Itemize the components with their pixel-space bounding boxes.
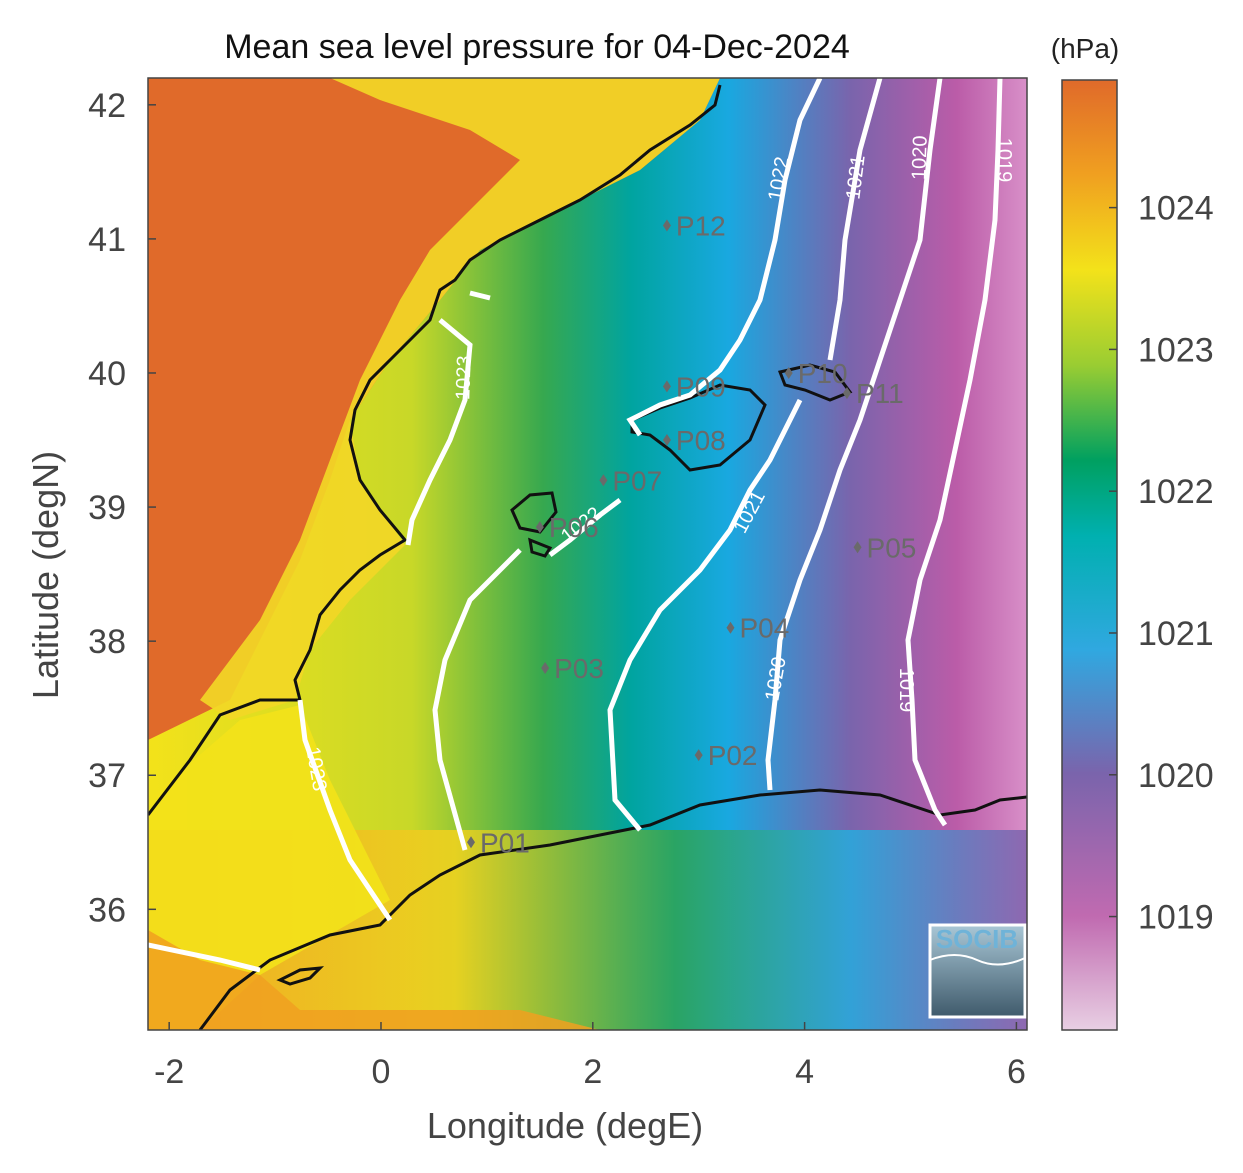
colorbar-tick-label: 1022 — [1138, 473, 1214, 511]
contour-label-1021-a: 1021 — [842, 154, 869, 201]
contour-line-1023-south — [148, 699, 393, 973]
station-marker — [853, 541, 862, 554]
x-tick-label: 6 — [1007, 1053, 1026, 1091]
contour-line-1022-north — [548, 78, 823, 557]
y-axis-label: Latitude (degN) — [25, 451, 66, 699]
contour-line-1020 — [765, 78, 943, 791]
colorbar-ticks: 1019 1020 1021 1022 1023 1024 — [1109, 190, 1214, 937]
station-marker — [599, 474, 608, 487]
station-marker — [467, 836, 476, 849]
stations: P01 P02 P03 P04 P05 P06 P07 P08 P09 P10 P11 P12 — [467, 210, 916, 858]
contour-label-1023-a: 1023 — [452, 355, 476, 400]
contour-line-1022 — [432, 548, 522, 851]
iberia-coastline — [148, 84, 722, 816]
colorbar-tick-label: 1019 — [1138, 899, 1214, 937]
x-axis-label: Longitude (degE) — [427, 1105, 703, 1146]
y-tick-label: 42 — [88, 87, 126, 125]
colorbar-tick-label: 1020 — [1138, 757, 1214, 795]
y-tick-label: 39 — [88, 489, 126, 527]
contour-line-1021 — [607, 78, 883, 832]
station-label: P10 — [798, 358, 848, 389]
station-label: P09 — [676, 371, 726, 402]
x-tick-label: 4 — [795, 1053, 814, 1091]
contour-line-1019 — [905, 78, 1003, 827]
station-label: P12 — [676, 210, 726, 241]
station-marker — [541, 661, 550, 674]
contour-label-1020-a: 1020 — [908, 135, 932, 180]
station-marker — [662, 380, 671, 393]
x-tick-label: -2 — [154, 1053, 184, 1091]
ibiza-coastline — [510, 491, 558, 534]
menorca-coastline — [777, 363, 853, 402]
x-tick-label: 2 — [583, 1053, 602, 1091]
y-tick-label: 40 — [88, 355, 126, 393]
contour-line-1023-east — [405, 290, 491, 546]
colorbar-unit: (hPa) — [1051, 33, 1119, 64]
socib-logo-box — [928, 923, 1027, 1019]
formentera-coastline — [528, 537, 553, 558]
station-label: P08 — [676, 425, 726, 456]
station-label: P02 — [708, 740, 758, 771]
station-label: P01 — [480, 827, 530, 858]
socib-logo-wave — [929, 954, 1026, 966]
contour-label-1019-b: 1019 — [895, 668, 917, 713]
mallorca-coastline — [630, 383, 767, 472]
coastal-band — [200, 78, 720, 720]
station-marker — [535, 521, 544, 534]
y-tick-label: 36 — [88, 891, 126, 929]
station-label: P03 — [554, 653, 604, 684]
plot-area: 1023 1023 1022 1022 1021 1021 1020 1020 … — [148, 78, 1027, 1030]
colorbar-tick-label: 1023 — [1138, 331, 1214, 369]
station-marker — [726, 621, 735, 634]
contours — [148, 78, 1003, 973]
station-marker — [784, 366, 793, 379]
south-land-orange — [148, 930, 600, 1030]
y-axis-ticks: 36 37 38 39 40 41 42 — [88, 87, 156, 929]
south-land-field — [148, 705, 390, 1030]
station-label: P05 — [867, 532, 917, 563]
station-label: P04 — [739, 613, 789, 644]
alboran-coastline — [276, 966, 325, 986]
x-tick-label: 0 — [372, 1053, 391, 1091]
contour-label-1019-a: 1019 — [993, 138, 1015, 183]
station-marker — [662, 434, 671, 447]
coastlines — [148, 84, 1027, 1030]
chart-title: Mean sea level pressure for 04-Dec-2024 — [224, 28, 850, 66]
socib-logo-text: SOCIB — [936, 924, 1018, 954]
station-marker — [694, 749, 703, 762]
station-label: P06 — [549, 512, 599, 543]
station-label: P07 — [612, 465, 662, 496]
y-tick-label: 37 — [88, 757, 126, 795]
x-axis-ticks: -2 0 2 4 6 — [154, 1022, 1026, 1091]
socib-logo: SOCIB — [928, 923, 1027, 1019]
colorbar-tick-label: 1024 — [1138, 190, 1214, 228]
station-marker — [662, 219, 671, 232]
plot-frame — [147, 77, 1028, 1031]
y-tick-label: 38 — [88, 623, 126, 661]
station-marker — [842, 387, 851, 400]
colorbar-tick-label: 1021 — [1138, 615, 1214, 653]
station-label: P11 — [856, 378, 904, 409]
y-tick-label: 41 — [88, 221, 126, 259]
colorbar — [1061, 79, 1118, 1031]
